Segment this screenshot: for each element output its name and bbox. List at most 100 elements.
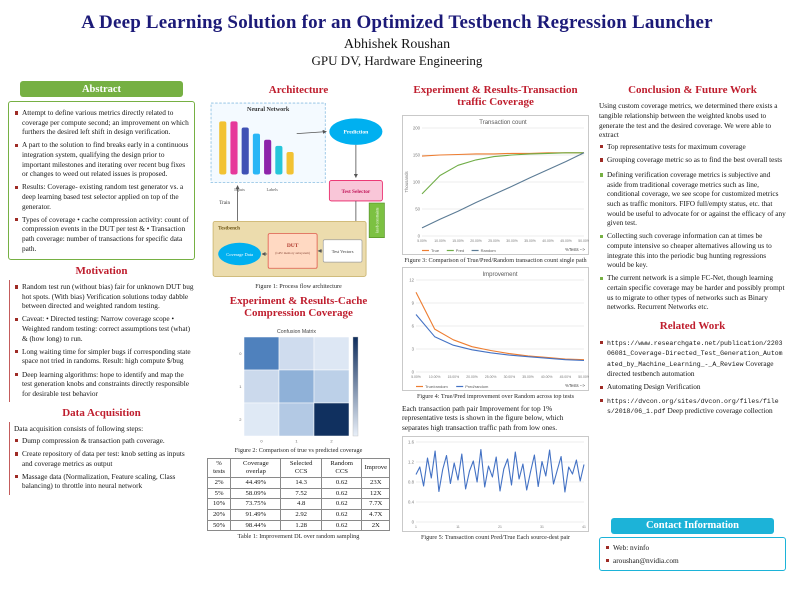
svg-text:100: 100 [413, 179, 421, 184]
svg-text:30.00%: 30.00% [504, 375, 515, 379]
svg-text:Improvement: Improvement [482, 272, 517, 278]
list-item: A part to the solution to find breaks ea… [14, 140, 189, 179]
nn-to-prediction-arrow [296, 130, 327, 135]
conclusion-heading: Conclusion & Future Work [628, 84, 757, 96]
experiment-cache-heading: Experiment & Results-Cache Compression C… [229, 294, 368, 320]
svg-text:31: 31 [540, 525, 544, 529]
transaction-count-chart: Transaction count 0 50 100 150 200 Thousands 5.… [402, 114, 589, 255]
svg-text:%Tests -->: %Tests --> [565, 247, 585, 252]
list-item: Random test run (without bias) fair for … [14, 282, 195, 311]
list-item: Automating Design Verification [599, 382, 786, 392]
table-cell: 98.44% [230, 519, 282, 532]
table-cell: 0.62 [320, 476, 363, 489]
figure-5-caption: Figure 5: Transaction count Pred/True Ea… [420, 533, 571, 541]
motivation-section: Random test run (without bias) fair for … [9, 280, 195, 402]
labels-label: Labels [266, 187, 278, 192]
column-1: Abstract Attempt to define various metri… [8, 79, 195, 571]
table-cell: 1.28 [280, 519, 322, 532]
svg-text:1: 1 [239, 384, 242, 389]
table-cell: 4.7X [361, 508, 391, 521]
svg-text:6: 6 [412, 323, 415, 328]
list-item: Grouping coverage metric so as to find t… [599, 155, 786, 165]
dut-box [267, 233, 318, 269]
figure-4-caption: Figure 4: True/Pred improvement over Ran… [416, 392, 575, 400]
list-item: Results: Coverage- existing random test … [14, 182, 189, 211]
svg-text:Pred: Pred [456, 248, 464, 253]
column-4: Conclusion & Future Work Using custom co… [599, 79, 786, 571]
table-row: 5% 58.09% 7.52 0.62 12X [206, 487, 391, 500]
svg-text:35.00%: 35.00% [522, 375, 534, 379]
svg-text:1: 1 [415, 525, 417, 529]
list-item: Deep learning algorithms: hope to identi… [14, 370, 195, 399]
list-item: Defining verification coverage metrics i… [599, 170, 786, 228]
figure-3-caption: Figure 3: Comparison of True/Pred/Random… [404, 256, 587, 264]
table-cell: 44.49% [230, 476, 282, 489]
table-cell: 0.62 [320, 508, 363, 521]
svg-text:Random: Random [481, 248, 497, 253]
svg-text:50.00%: 50.00% [578, 375, 589, 379]
svg-text:20.00%: 20.00% [466, 375, 478, 379]
train-label: Train [219, 200, 230, 206]
svg-text:25.00%: 25.00% [488, 239, 500, 243]
table-header-cell: Coverage overlap [230, 458, 282, 478]
related-link[interactable]: https://www.researchgate.net/publication… [607, 339, 783, 368]
table-cell: 2% [206, 476, 232, 489]
list-item: Types of coverage • cache compression ac… [14, 215, 189, 254]
inputs-label: Inputs [234, 187, 245, 192]
related-work-list: https://www.researchgate.net/publication… [599, 338, 786, 421]
table-cell: 5% [206, 487, 232, 500]
related-text: Coverage directed testbench automation [607, 358, 774, 379]
data-acquisition-section: Data acquisition consists of following s… [9, 422, 195, 495]
architecture-heading: Architecture [268, 84, 329, 96]
poster-title: A Deep Learning Solution for an Optimize… [81, 12, 713, 33]
svg-text:21: 21 [498, 525, 502, 529]
testbench-label: Testbench [218, 226, 240, 232]
related-link[interactable]: https://dvcon.org/sites/dvcon.org/files/… [607, 397, 779, 416]
neural-network-label: Neural Network [247, 108, 290, 114]
experiment-transaction-heading: Experiment & Results-Transaction traffic… [413, 84, 578, 109]
data-acquisition-list: Dump compression & transaction path cove… [14, 436, 195, 491]
motivation-list: Random test run (without bias) fair for … [14, 282, 195, 398]
table-1-caption: Table 1: Improvement DL over random samp… [237, 533, 360, 541]
list-item: Long waiting time for simpler bugs if co… [14, 347, 195, 366]
transaction-paragraph: Each transaction path pair Improvement f… [402, 403, 564, 432]
figure-2-caption: Figure 2: Comparison of true vs predicte… [234, 447, 363, 455]
contact-list: Web: nvinfo aroushan@nvidia.com [605, 543, 780, 566]
svg-text:0: 0 [260, 439, 263, 444]
data-acquisition-heading: Data Acquisition [62, 406, 141, 419]
coverage-data-label: Coverage Data [226, 252, 253, 257]
list-item: https://www.researchgate.net/publication… [599, 338, 786, 379]
svg-text:1.2: 1.2 [408, 459, 415, 464]
dut-label: DUT [287, 243, 299, 249]
table-row: 50% 98.44% 1.28 0.62 2X [206, 519, 391, 532]
svg-text:True/random: True/random [425, 384, 448, 389]
svg-text:50: 50 [415, 206, 420, 211]
svg-text:True: True [431, 248, 440, 253]
test-selector-label: Test Selector [341, 189, 370, 195]
coverage-data-node [217, 243, 261, 266]
table-cell: 23X [361, 476, 391, 489]
table-row: 20% 91.49% 2.92 0.62 4.7X [206, 508, 391, 521]
svg-text:3: 3 [412, 346, 415, 351]
related-text: Deep predictive coverage collection [667, 406, 773, 416]
contact-email[interactable]: aroushan@nvidia.com [605, 556, 780, 566]
table-header-cell: Random CCS [320, 458, 363, 478]
table-cell: 2X [361, 519, 391, 532]
related-text: Automating Design Verification [607, 382, 701, 392]
svg-text:50.00%: 50.00% [578, 239, 589, 243]
svg-text:10.00%: 10.00% [434, 239, 446, 243]
svg-text:200: 200 [413, 125, 421, 130]
related-work-heading: Related Work [659, 320, 726, 333]
table-header-row: % tests Coverage overlap Selected CCS Ra… [206, 458, 391, 478]
contact-web: Web: nvinfo [605, 543, 780, 553]
svg-text:5.00%: 5.00% [417, 239, 427, 243]
svg-text:%Tests -->: %Tests --> [565, 383, 585, 388]
list-item: Attempt to define various metrics direct… [14, 108, 189, 137]
svg-text:0: 0 [412, 519, 415, 524]
svg-text:0: 0 [418, 233, 421, 238]
table-cell: 0.62 [320, 519, 363, 532]
author-affiliation: GPU DV, Hardware Engineering [311, 53, 483, 68]
nn-layer-bar [275, 146, 283, 175]
svg-text:Transaction count: Transaction count [479, 120, 527, 126]
